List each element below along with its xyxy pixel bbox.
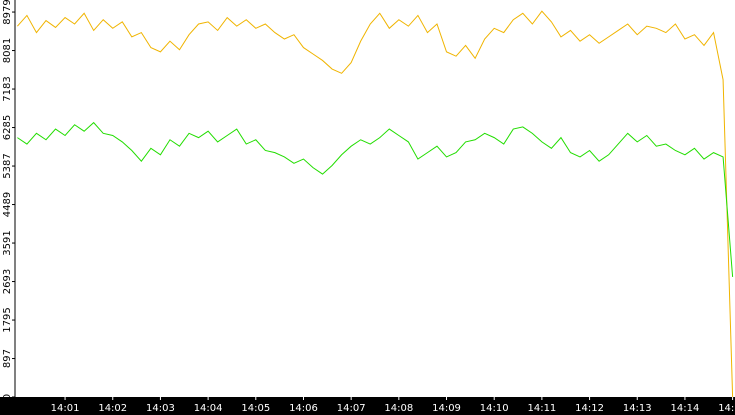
- series-line: [17, 121, 734, 277]
- y-tick-label: 6285: [2, 115, 13, 140]
- y-tick-label: 3591: [2, 230, 13, 255]
- x-tick-label: 14:13: [623, 403, 652, 414]
- y-tick-label: 7183: [2, 76, 13, 101]
- x-tick-label: 14:03: [146, 403, 175, 414]
- x-tick-label: 14:12: [575, 403, 604, 414]
- y-tick-label: 897: [2, 349, 13, 368]
- x-tick-label: 14:10: [480, 403, 509, 414]
- x-tick-label: 14:04: [194, 403, 223, 414]
- y-tick-label: 8081: [2, 38, 13, 63]
- x-tick-label: 14:11: [527, 403, 556, 414]
- y-tick-label: 8979: [2, 0, 13, 25]
- y-tick-label: 2693: [2, 269, 13, 294]
- y-tick-label: 4489: [2, 192, 13, 217]
- x-tick-label: 14:07: [337, 403, 366, 414]
- x-tick-label: 14:06: [289, 403, 318, 414]
- series-line: [17, 10, 734, 398]
- y-tick-label: 5387: [2, 153, 13, 178]
- y-tick-label: 1795: [2, 307, 13, 332]
- x-tick-label: 14:08: [384, 403, 413, 414]
- x-tick-label: 14:02: [98, 403, 127, 414]
- y-tick-label: 0: [2, 394, 13, 400]
- x-tick-label: 14:05: [241, 403, 270, 414]
- x-axis-band: [0, 397, 735, 415]
- x-tick-label: 14:14: [671, 403, 700, 414]
- x-tick-label: 14:09: [432, 403, 461, 414]
- x-tick-label: 14:15: [718, 403, 735, 414]
- x-tick-label: 14:01: [51, 403, 80, 414]
